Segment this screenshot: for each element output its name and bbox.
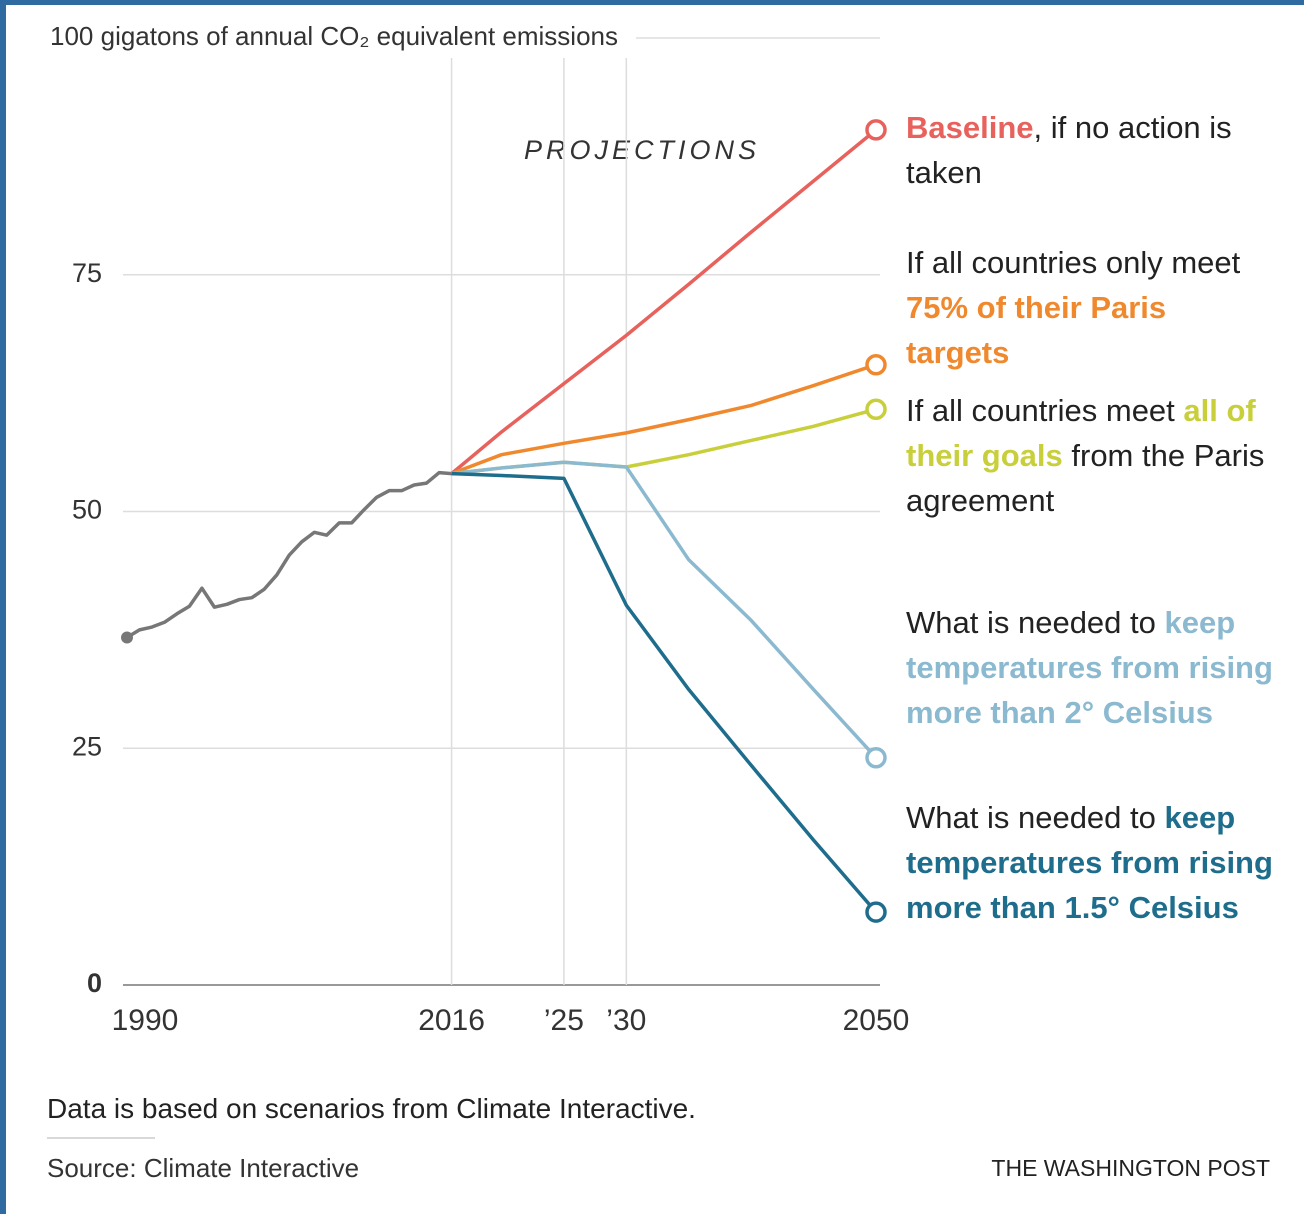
y-tick-label: 100 gigatons of annual CO₂ equivalent em… [50,21,618,51]
label-text: What is needed to [906,800,1165,835]
x-tick-label: 1990 [112,1004,179,1037]
series-line [126,470,452,639]
note: Data is based on scenarios from Climate … [47,1093,696,1124]
x-tick-label: 2016 [418,1004,485,1037]
label-text: If all countries meet [906,393,1184,428]
label-text: What is needed to [906,605,1165,640]
frame-left [0,0,6,1214]
series-line [451,471,878,914]
credit: THE WASHINGTON POST [991,1155,1270,1181]
y-tick-label: 50 [72,495,102,525]
end-marker [865,901,887,923]
series-line [451,407,877,476]
annotation: PROJECTIONS [524,135,760,165]
frame-top [0,0,1304,5]
series-label: What is needed to keep temperatures from… [906,795,1278,930]
label-text: If all countries only meet [906,245,1241,280]
start-marker [121,631,133,644]
end-marker [865,353,887,376]
x-tick-label: 2050 [843,1004,910,1037]
series-line [450,128,878,475]
x-tick-label: ’25 [544,1004,584,1037]
end-marker [865,119,887,141]
series-name: 75% of their Paris targets [906,290,1167,370]
end-marker [865,746,887,769]
series-line [451,460,878,759]
series-label: If all countries meet all of their goals… [906,388,1278,523]
source: Source: Climate Interactive [47,1153,360,1183]
label-text: from the Paris agreement [906,438,1265,518]
y-tick-label: 25 [72,731,102,761]
x-tick-label: ’30 [606,1004,646,1037]
series-label: What is needed to keep temperatures from… [906,600,1278,735]
y-tick-label: 0 [87,968,102,998]
series-label: If all countries only meet 75% of their … [906,240,1278,375]
series-name: keep temperatures from rising more than … [906,605,1273,730]
y-tick-label: 75 [72,258,102,288]
series-label: Baseline, if no action is taken [906,105,1278,195]
end-marker [865,398,887,420]
series-name: Baseline [906,110,1034,145]
series-name: all of their goals [906,393,1256,473]
series-line [450,363,877,476]
series-name: keep temperatures from rising more than … [906,800,1273,925]
label-text: , if no action is taken [906,110,1232,190]
